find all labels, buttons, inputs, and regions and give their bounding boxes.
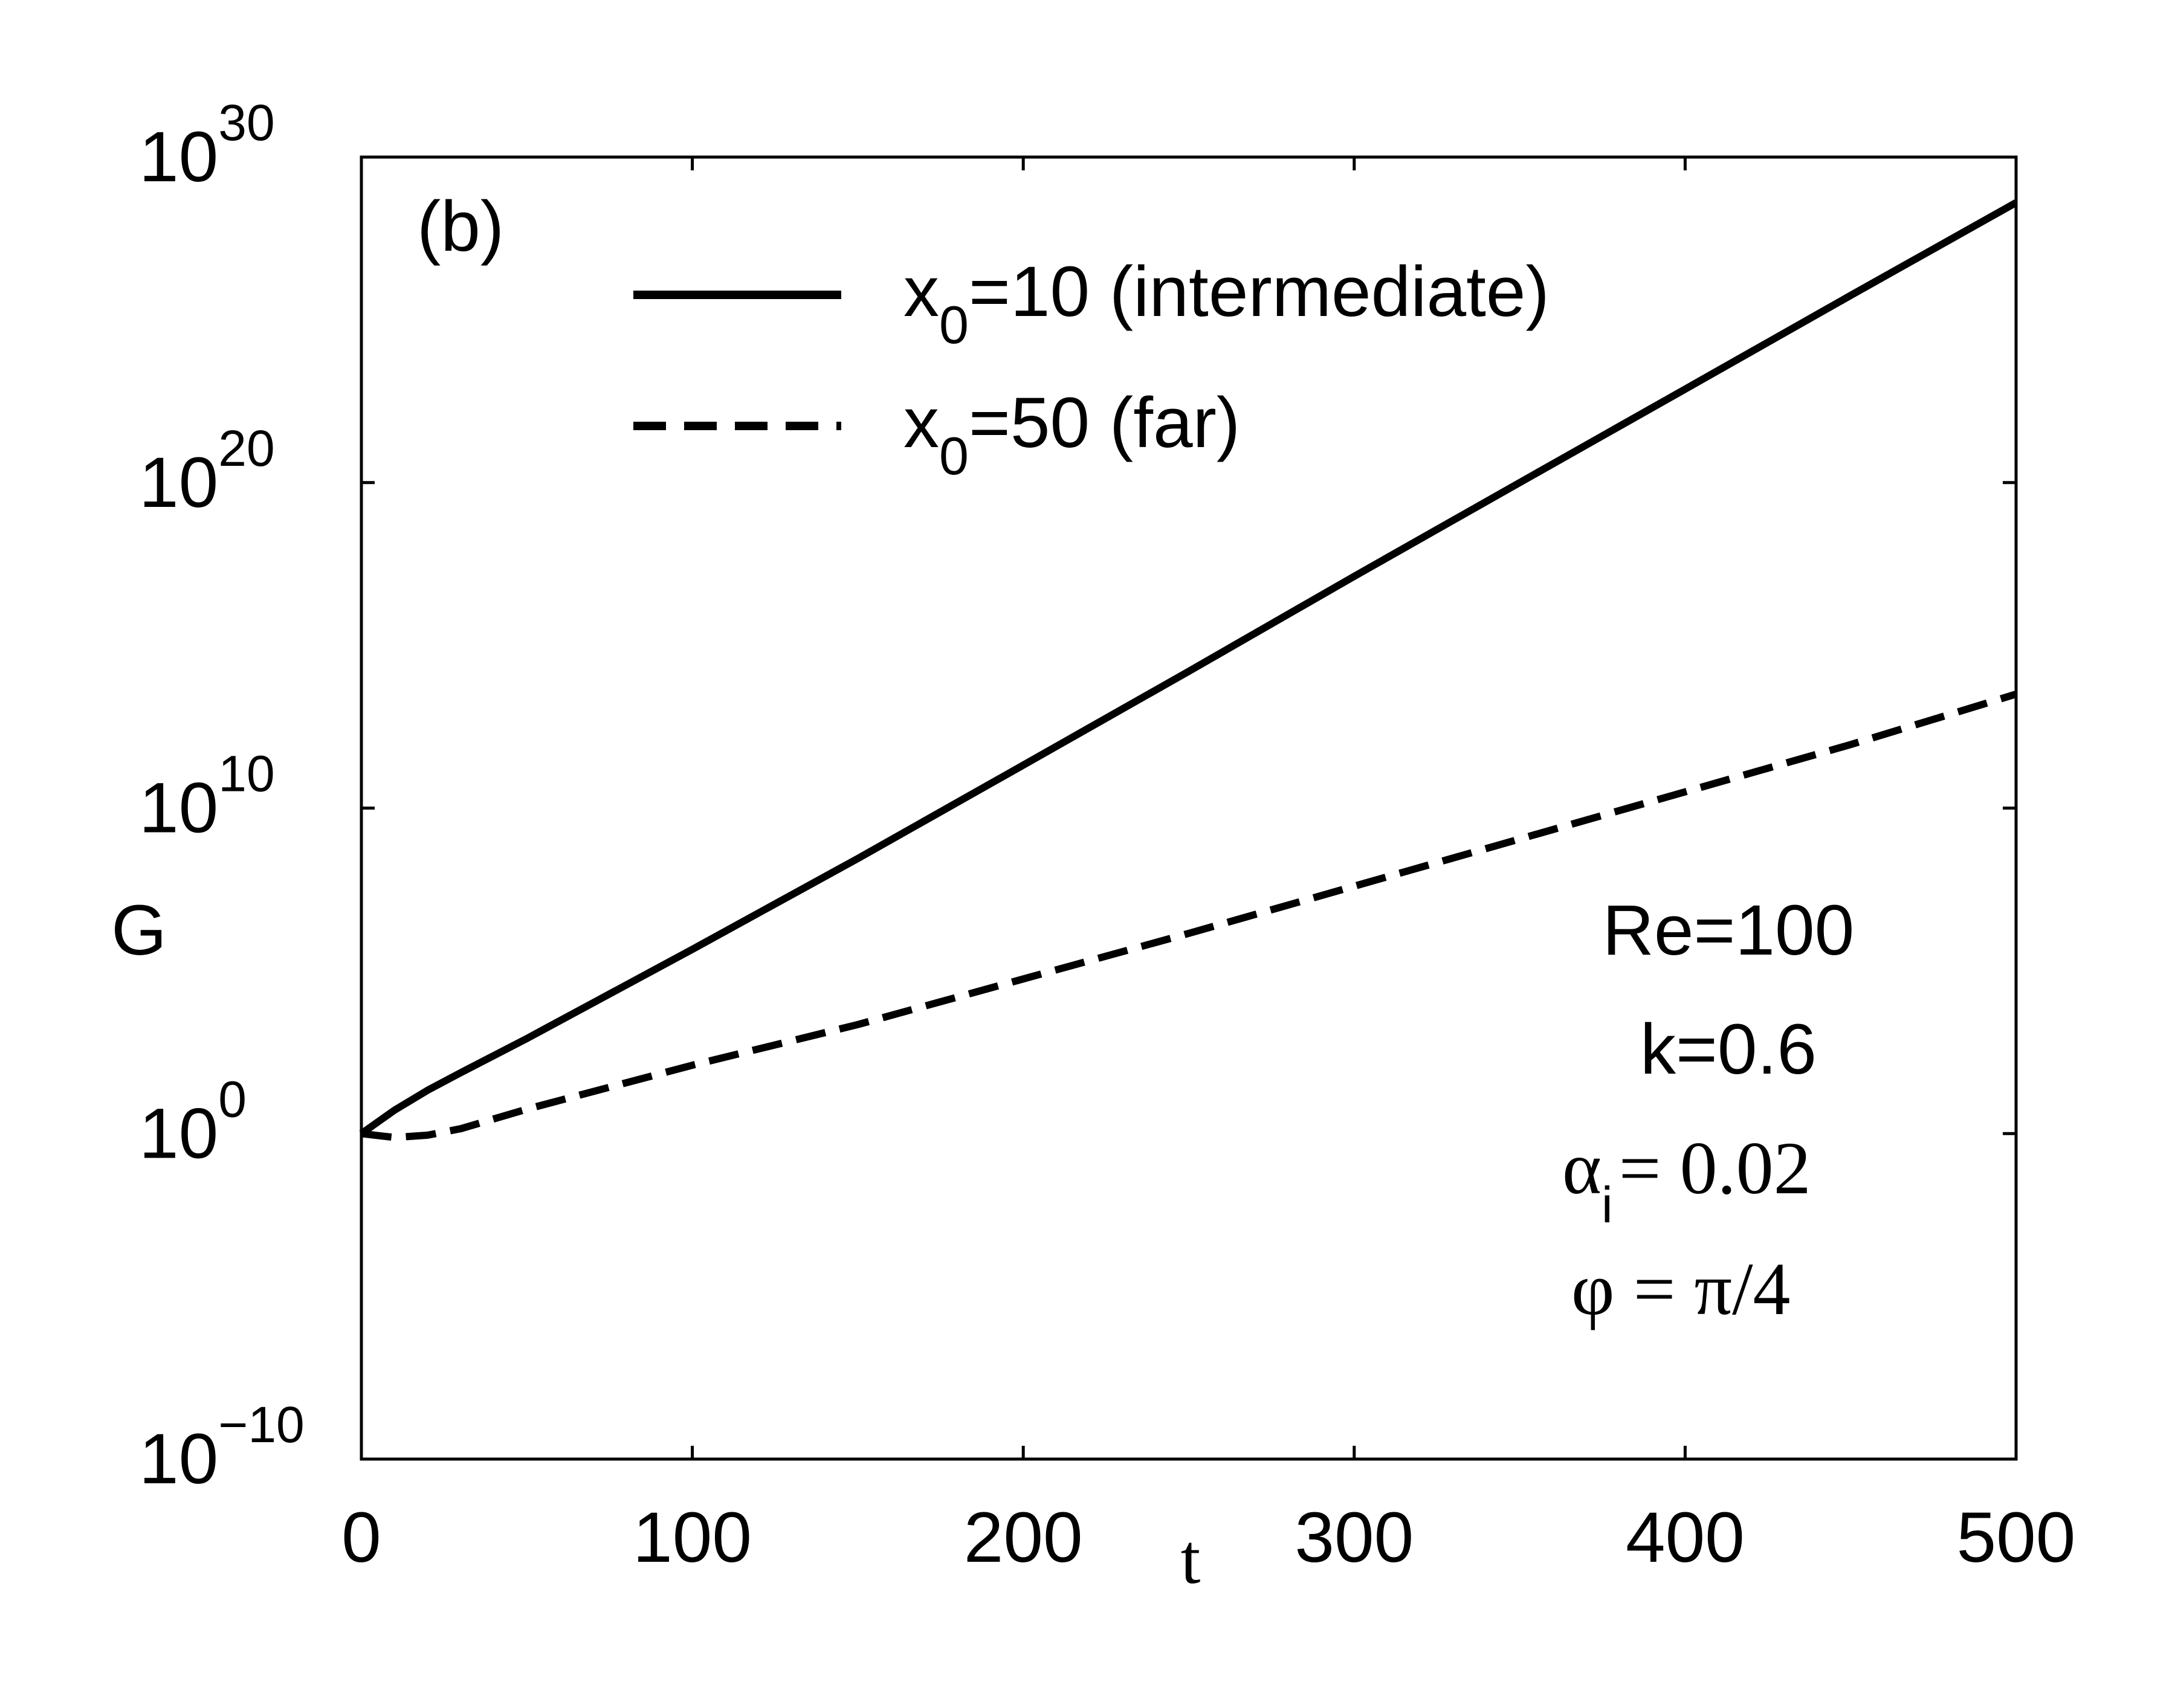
plot-frame [360,155,2018,1461]
y-axis-label: G [111,891,167,970]
panel-label: (b) [417,187,504,266]
y-tick-label-0: 1030 [139,94,275,197]
x-axis-label: t [1181,1519,1201,1599]
annotation-phi: φ = π/4 [1571,1248,1791,1330]
y-tick-label-2: 1010 [139,746,275,848]
legend: x0=10 (intermediate) x0=50 (far) [633,252,1550,486]
y-tick-label-1: 1020 [139,420,275,523]
x-tick-label-2: 200 [964,1498,1083,1577]
legend-label-solid: x0=10 (intermediate) [903,252,1550,355]
series-lines [359,199,2018,1141]
x-tick-label-5: 500 [1957,1498,2076,1577]
y-tick-label-3: 100 [139,1071,247,1173]
x-tick-label-0: 0 [341,1498,381,1577]
annotation-alpha: αi= 0.02 [1562,1127,1811,1233]
parameter-annotations: Re=100 k=0.6 αi= 0.02 φ = π/4 [1562,891,1854,1330]
annotation-re: Re=100 [1603,891,1855,970]
x-tick-label-1: 100 [633,1498,752,1577]
y-tick-label-4: 10−10 [139,1396,305,1499]
x-tick-label-4: 400 [1626,1498,1745,1577]
x-tick-labels: 0 100 200 300 400 500 [341,1498,2075,1577]
x-tick-label-3: 300 [1294,1498,1414,1577]
series-line-intermediate [359,199,2018,1137]
y-tick-labels: 1030 1020 1010 100 10−10 [139,94,305,1499]
legend-label-dashed: x0=50 (far) [903,383,1240,486]
series-line-far [361,691,2017,1141]
annotation-k: k=0.6 [1640,1010,1817,1089]
